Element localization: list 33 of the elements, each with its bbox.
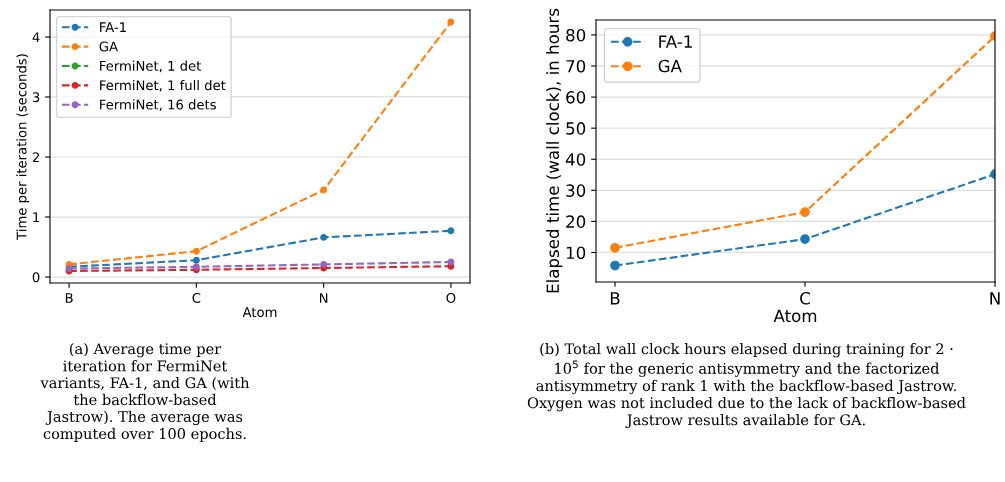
text: (a) Average time per iteration for FermiNet variants, FA-1, and GA (with the backflow-based Jastrow). The average was computed over 100 epochs.: [40, 343, 250, 442]
y-tick-label: 60: [566, 91, 586, 104]
y-tick-label: 0: [32, 272, 40, 283]
x-tick-label: C: [800, 292, 810, 305]
y-tick-label: 10: [566, 246, 586, 260]
x-axis-title: Atom: [773, 309, 817, 323]
y-tick-label: 40: [565, 153, 586, 166]
y-axis-title: Elapsed time (wall clock), in hours: [546, 8, 563, 293]
x-tick-label: N: [320, 293, 328, 303]
legend-label: FA-1: [659, 35, 692, 48]
y-tick-label: 80: [566, 28, 586, 42]
legend-label: GA: [658, 59, 682, 73]
legend-label: FermiNet, 1 full det: [100, 79, 226, 92]
y-tick-label: 70: [566, 59, 586, 73]
y-tick-label: 1: [33, 212, 40, 223]
y-tick-label: 30: [566, 184, 586, 197]
x-tick-label: B: [610, 292, 620, 305]
y-tick-label: 3: [32, 92, 40, 103]
y-tick-label: 4: [32, 32, 40, 43]
x-tick-label: N: [990, 292, 1000, 305]
x-tick-label: C: [192, 292, 201, 303]
x-tick-label: O: [446, 292, 456, 303]
legend-label: GA: [99, 41, 118, 52]
legend-label: FA-1: [100, 22, 126, 32]
x-axis-title: Atom: [242, 307, 277, 318]
legend-label: FermiNet, 16 dets: [100, 99, 216, 111]
y-tick-label: 50: [566, 122, 586, 135]
y-tick-label: 20: [566, 215, 586, 228]
y-axis-title: Time per iteration (seconds): [16, 54, 30, 240]
x-tick-label: B: [65, 293, 73, 303]
legend-label: FermiNet, 1 det: [100, 60, 201, 73]
y-tick-label: 2: [32, 152, 39, 163]
text: (b) Total wall clock hours elapsed during training for 2 · 10$^{5}$ for the generic antisymmetry and the factorized antisymmetry of rank 1 with the backflow-based Jastrow. Oxygen was not included due to the lack of backflow-based Jastrow results available for GA.: [527, 343, 966, 429]
